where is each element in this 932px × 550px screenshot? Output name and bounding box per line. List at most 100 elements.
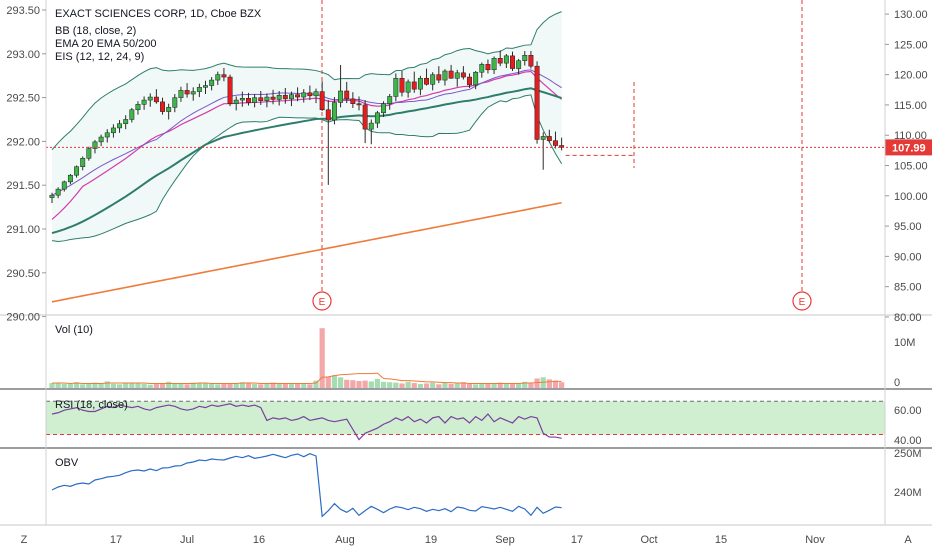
candle-body (166, 107, 172, 112)
volume-bar (485, 383, 491, 388)
candle-body (368, 122, 374, 130)
volume-axis-label: 10M (894, 337, 915, 349)
volume-bar (141, 383, 147, 388)
volume-bar (209, 383, 215, 388)
volume-bar (362, 380, 368, 388)
candle-body (393, 78, 399, 97)
candle-body (362, 104, 368, 130)
x-axis-tick-label: 15 (715, 534, 727, 546)
candle-body (448, 70, 454, 79)
candle-body (516, 60, 522, 69)
volume-bar (288, 383, 295, 388)
candle-body (172, 97, 178, 108)
volume-bar (423, 383, 430, 388)
x-axis-tick-label: Sep (495, 534, 515, 546)
left-axis-tick-label: 292.50 (6, 93, 40, 105)
volume-bar (129, 383, 135, 388)
projection-dashed-lines (565, 82, 635, 168)
volume-pane[interactable]: 10M 0 (49, 328, 915, 389)
volume-axis-label: 0 (894, 377, 900, 389)
volume-bar (546, 379, 552, 388)
volume-bar (67, 383, 74, 388)
main-price-pane[interactable]: E E 107.99 (46, 0, 932, 311)
volume-bar (270, 382, 276, 388)
candle-body (424, 78, 429, 85)
rsi-pane-label: RSI (18, close) (55, 399, 128, 411)
candle-body (55, 188, 61, 196)
candle-body (203, 85, 208, 88)
volume-bar (522, 381, 528, 388)
volume-bar (552, 380, 559, 388)
volume-bar (196, 383, 202, 388)
earnings-marker-circle (312, 291, 332, 311)
candle-body (270, 96, 276, 100)
bollinger-upper-line (51, 11, 562, 151)
volume-bar (356, 380, 362, 388)
right-axis-tick-label: 110.00 (894, 130, 927, 142)
earnings-marker-label: E (799, 297, 806, 308)
volume-bar (417, 383, 423, 388)
x-axis-tick-label: Nov (805, 534, 825, 546)
candle-body (479, 64, 485, 73)
last-price-label: 107.99 (892, 142, 926, 154)
volume-bar (49, 383, 55, 388)
candle-body (233, 99, 239, 104)
candle-body (534, 65, 540, 140)
candle-body (178, 90, 184, 98)
candle-body (98, 136, 104, 143)
left-axis-tick-label: 292.00 (6, 136, 40, 148)
volume-bar (215, 384, 221, 388)
obv-pane[interactable]: 250M 240M (51, 448, 922, 518)
x-axis-tick-label: Jul (180, 534, 194, 546)
volume-bar (325, 376, 331, 388)
candle-body (123, 119, 129, 124)
right-axis-tick-label: 80.00 (894, 312, 922, 324)
candle-body (338, 90, 344, 103)
left-axis-tick-label: 291.50 (6, 180, 40, 192)
volume-ma-line (52, 372, 562, 384)
candle-body (49, 194, 55, 198)
volume-bar (436, 384, 442, 388)
candle-body (67, 174, 73, 183)
candle-body (497, 58, 503, 64)
candle-body (221, 74, 227, 78)
volume-bar (227, 383, 233, 388)
volume-bar (159, 383, 166, 388)
candle-body (61, 181, 67, 190)
volume-bar (393, 382, 399, 388)
candle-body (258, 97, 264, 101)
candle-body (227, 76, 233, 104)
indicator-bb-label: BB (18, close, 2) (55, 25, 136, 37)
candle-body (436, 74, 442, 81)
volume-bar (264, 383, 270, 388)
volume-bar (399, 383, 405, 388)
indicator-ema-label: EMA 20 EMA 50/200 (55, 38, 157, 50)
volume-bar (319, 328, 325, 388)
candle-body (467, 76, 472, 86)
candle-body (110, 127, 116, 134)
candle-body (442, 70, 448, 81)
left-axis-tick-label: 293.00 (6, 49, 40, 61)
candle-body (344, 90, 350, 100)
candle-body (239, 98, 245, 101)
candle-body (491, 58, 497, 71)
earnings-marker-circle (792, 291, 812, 311)
volume-bar (73, 382, 80, 388)
rsi-axis-label: 60.00 (894, 405, 922, 417)
volume-bar (491, 383, 497, 388)
candle-body (135, 104, 141, 111)
volume-pane-label: Vol (10) (55, 324, 93, 336)
volume-bar (116, 384, 123, 388)
rsi-pane[interactable]: 60.00 40.00 (46, 400, 922, 447)
volume-bar (516, 383, 522, 388)
candle-body (319, 91, 325, 111)
left-axis-tick-label: 291.00 (6, 224, 40, 236)
volume-bar (202, 383, 209, 388)
rsi-band-fill (46, 401, 885, 435)
right-axis-tick-label: 95.00 (894, 221, 922, 233)
volume-bar (473, 384, 479, 388)
candle-body (246, 98, 251, 103)
candle-body (129, 109, 135, 120)
